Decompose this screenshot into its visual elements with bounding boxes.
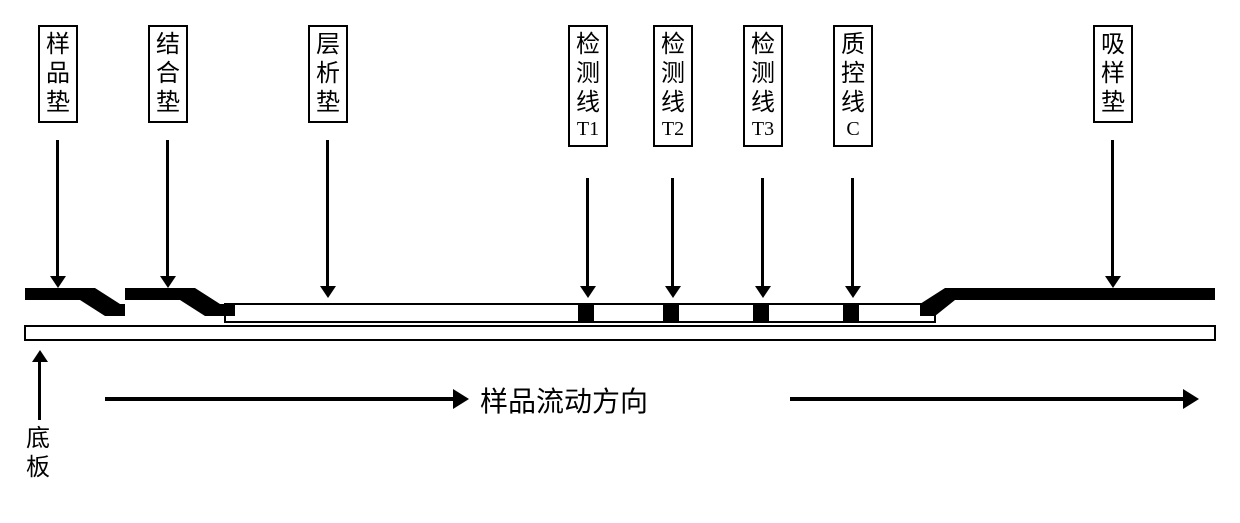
- flow-direction-label: 样品流动方向: [480, 380, 648, 420]
- label-chromato-pad: 层 析 垫: [308, 25, 348, 123]
- arrow-chromato-pad: [326, 140, 329, 288]
- arrow-absorb-pad: [1111, 140, 1114, 278]
- flow-arrow-left: [105, 397, 455, 401]
- label-c: 质 控 线 C: [833, 25, 873, 147]
- label-absorb-pad: 吸 样 垫: [1093, 25, 1133, 123]
- flow-arrow-right: [790, 397, 1185, 401]
- arrow-sample-pad: [56, 140, 59, 278]
- label-sample-pad: 样 品 垫: [38, 25, 78, 123]
- label-t3: 检 测 线 T3: [743, 25, 783, 147]
- arrow-t1: [586, 178, 589, 288]
- arrow-conjugate-pad: [166, 140, 169, 278]
- label-t2: 检 测 线 T2: [653, 25, 693, 147]
- arrow-c: [851, 178, 854, 288]
- arrow-t3: [761, 178, 764, 288]
- label-t1: 检 测 线 T1: [568, 25, 608, 147]
- strip-cross-section: [20, 285, 1220, 345]
- arrow-t2: [671, 178, 674, 288]
- label-conjugate-pad: 结 合 垫: [148, 25, 188, 123]
- test-strip-diagram: 样 品 垫 结 合 垫 层 析 垫 检 测 线 T1 检 测 线 T2 检 测 …: [20, 20, 1220, 503]
- label-base-plate: 底 板: [26, 425, 50, 483]
- arrow-base-plate: [38, 360, 41, 420]
